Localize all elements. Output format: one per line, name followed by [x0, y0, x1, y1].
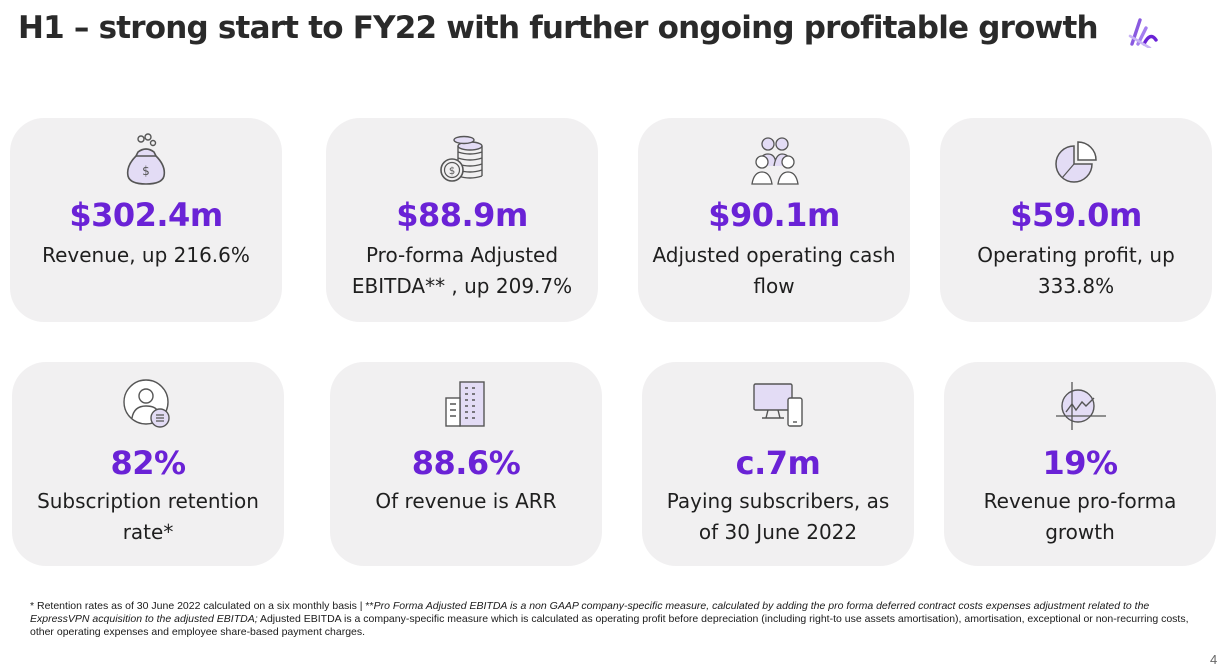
coin-stack-icon: $ — [440, 135, 483, 182]
kpi-card-retention: 82% Subscription retention rate* — [12, 362, 284, 566]
slide-title: H1 – strong start to FY22 with further o… — [18, 10, 1099, 46]
kpi-value: 19% — [1042, 444, 1118, 482]
user-list-icon — [123, 379, 170, 428]
growth-chart-icon — [1056, 382, 1106, 430]
kpi-card-subscribers: c.7m Paying subscribers, as of 30 June 2… — [642, 362, 914, 566]
kpi-card-cash-flow: $90.1m Adjusted operating cash flow — [638, 118, 910, 322]
kpi-label: Of revenue is ARR — [375, 489, 557, 513]
kpi-label: Operating profit, up 333.8% — [977, 243, 1175, 298]
pie-chart-icon — [1055, 141, 1097, 183]
kpi-value: $302.4m — [69, 196, 223, 234]
kpi-card-ebitda: $ $88.9m Pro-forma Adjusted EBITDA** , u… — [326, 118, 598, 322]
kpi-label: Revenue, up 216.6% — [42, 243, 250, 267]
kpi-value: 82% — [110, 444, 186, 482]
kpi-value: 88.6% — [411, 444, 521, 482]
kpi-label: Revenue pro-forma growth — [983, 489, 1177, 544]
kpi-label: Paying subscribers, as of 30 June 2022 — [666, 489, 890, 544]
money-bag-icon: $ — [126, 133, 166, 185]
kpi-card-arr: 88.6% Of revenue is ARR — [330, 362, 602, 566]
devices-icon — [753, 383, 803, 427]
page-number: 4 — [1210, 652, 1218, 666]
kpi-value: $59.0m — [1010, 196, 1142, 234]
svg-text:$: $ — [449, 166, 455, 177]
kpi-card-growth: 19% Revenue pro-forma growth — [944, 362, 1216, 566]
kpi-value: $88.9m — [396, 196, 528, 234]
footnote-text: * Retention rates as of 30 June 2022 cal… — [30, 600, 374, 612]
footnote-text: Adjusted EBITDA is a company-specific me… — [30, 613, 1189, 638]
kpi-card-operating-profit: $59.0m Operating profit, up 333.8% — [940, 118, 1212, 322]
kpi-label: Pro-forma Adjusted EBITDA** , up 209.7% — [351, 243, 573, 298]
footnote: * Retention rates as of 30 June 2022 cal… — [30, 600, 1190, 639]
svg-text:$: $ — [142, 164, 150, 178]
brand-logo-icon — [1128, 18, 1158, 48]
kpi-card-revenue: $ $302.4m Revenue, up 216.6% — [10, 118, 282, 322]
kpi-label: Adjusted operating cash flow — [652, 243, 896, 298]
kpi-label: Subscription retention rate* — [37, 489, 259, 544]
people-group-icon — [751, 137, 799, 185]
kpi-value: c.7m — [735, 444, 821, 482]
office-building-icon — [445, 381, 485, 427]
kpi-value: $90.1m — [708, 196, 840, 234]
footnote-italic-text: Pro Forma Adjusted EBITDA is a non GAAP … — [30, 600, 1150, 625]
